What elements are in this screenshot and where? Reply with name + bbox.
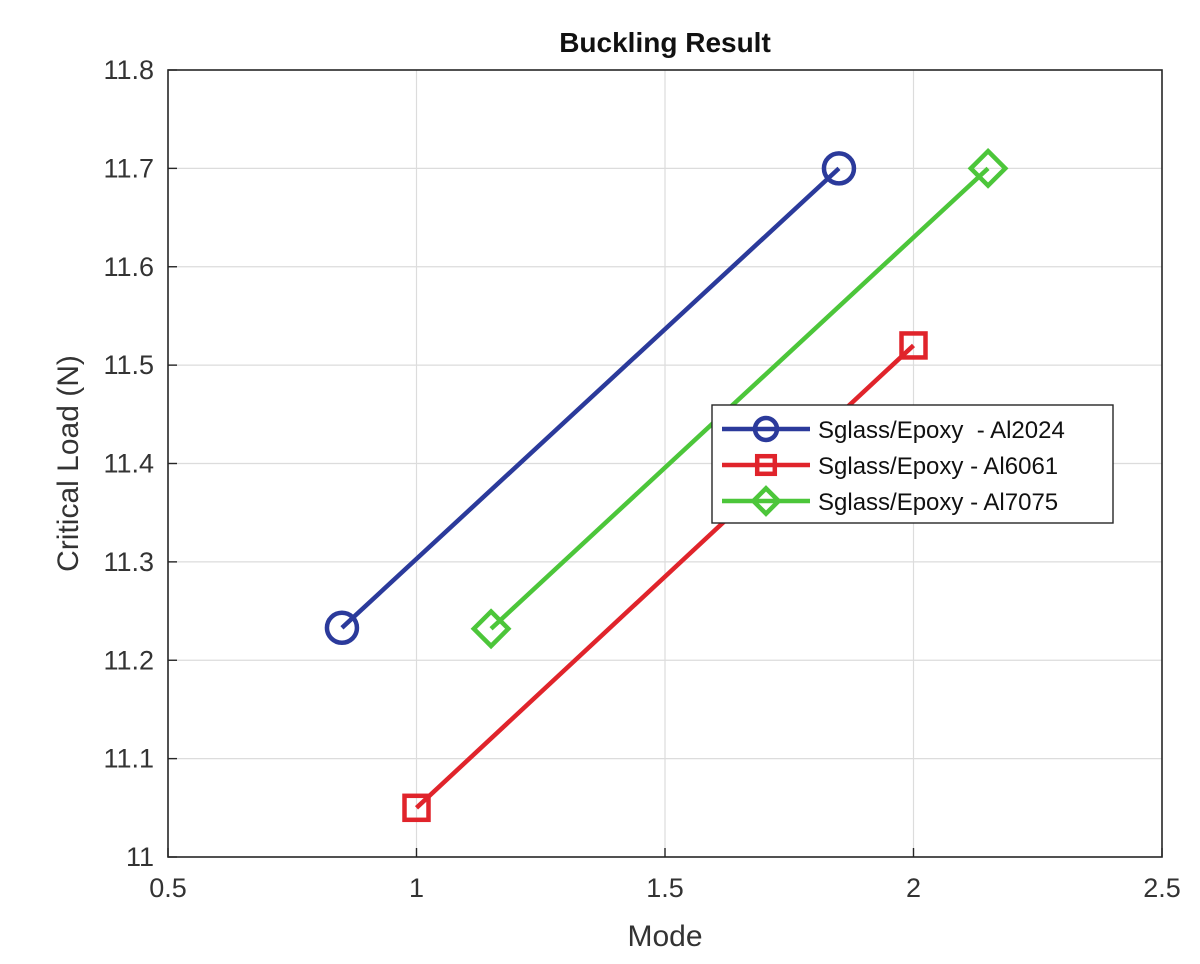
- legend-marker-diamond: [750, 485, 782, 517]
- data-point-square: [402, 793, 431, 823]
- y-tick-label: 11.2: [103, 645, 154, 675]
- series-circle: [324, 151, 857, 646]
- y-tick-label: 11.3: [103, 547, 154, 577]
- legend-label: Sglass/Epoxy - Al2024: [818, 417, 1065, 444]
- legend-label: Sglass/Epoxy - Al6061: [818, 453, 1058, 480]
- legend: Sglass/Epoxy - Al2024 Sglass/Epoxy - Al60…: [711, 404, 1114, 524]
- y-tick-label: 11.5: [103, 350, 154, 380]
- y-tick-label: 11.8: [103, 55, 154, 85]
- x-tick-label: 1.5: [646, 873, 684, 903]
- x-tick-label: 0.5: [149, 873, 187, 903]
- y-tick-label: 11.1: [103, 744, 154, 774]
- legend-marker-circle: [752, 415, 780, 443]
- data-point-circle: [324, 610, 360, 646]
- x-tick-label: 1: [409, 873, 424, 903]
- ticks: 0.5 1 1.5 2 2.51111.111.211.311.411.511.611.…: [103, 55, 1180, 903]
- series-diamond: [470, 147, 1009, 650]
- x-tick-label: 2: [906, 873, 921, 903]
- y-tick-label: 11: [126, 842, 154, 872]
- data-point-circle: [821, 151, 857, 186]
- series-line: [340, 166, 841, 630]
- y-tick-label: 11.6: [103, 252, 154, 282]
- y-tick-label: 11.4: [103, 449, 154, 479]
- x-axis-label: Mode: [627, 920, 702, 953]
- data-point-diamond: [470, 608, 512, 650]
- legend-entry: Sglass/Epoxy - Al7075: [722, 485, 1058, 517]
- legend-label: Sglass/Epoxy - Al7075: [818, 489, 1058, 516]
- legend-entry: Sglass/Epoxy - Al2024: [722, 415, 1065, 444]
- data-point-square: [899, 331, 928, 360]
- legend-entry: Sglass/Epoxy - Al6061: [722, 453, 1058, 480]
- y-axis-label: Critical Load (N): [52, 355, 85, 572]
- data-point-diamond: [967, 147, 1009, 189]
- x-tick-label: 2.5: [1143, 873, 1181, 903]
- legend-marker-square: [754, 453, 778, 477]
- series-line: [489, 166, 990, 631]
- y-tick-label: 11.7: [103, 153, 154, 183]
- chart-title: Buckling Result: [559, 27, 771, 58]
